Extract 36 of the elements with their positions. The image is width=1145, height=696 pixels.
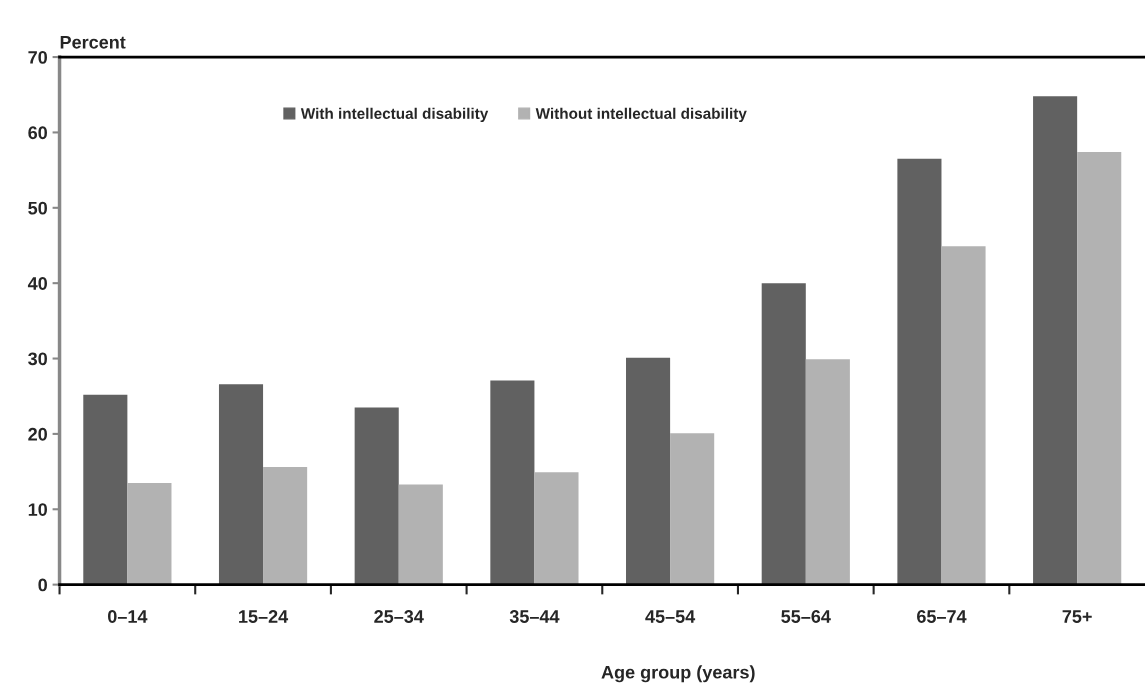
bar	[490, 380, 535, 585]
legend-label: With intellectual disability	[300, 107, 489, 122]
x-tick-label: 75+	[1062, 610, 1092, 623]
x-tick-label: 65–74	[917, 610, 967, 623]
y-tick-label: 50	[28, 201, 47, 215]
x-tick-label: 55–64	[781, 610, 831, 623]
y-axis-title: Percent	[60, 36, 126, 49]
bar	[897, 158, 942, 585]
y-tick-label: 70	[28, 51, 47, 64]
x-tick-label: 15–24	[239, 610, 289, 623]
y-tick-label: 30	[28, 352, 47, 366]
bar	[534, 472, 579, 585]
x-tick-label: 25–34	[374, 610, 424, 623]
y-tick-label: 40	[27, 277, 47, 290]
x-tick-label: 0–14	[108, 610, 148, 623]
bar	[1033, 96, 1078, 585]
bar	[398, 484, 443, 585]
bar	[761, 283, 806, 585]
bar	[1077, 152, 1122, 585]
bar	[670, 433, 715, 585]
bar	[83, 394, 128, 585]
y-tick-label: 20	[28, 427, 47, 441]
legend-label: Without intellectual disability	[535, 107, 747, 122]
bar	[218, 384, 264, 585]
y-tick-label: 60	[28, 126, 47, 140]
y-tick-label: 0	[38, 578, 47, 592]
bar	[626, 357, 671, 585]
x-axis-title: Age group (years)	[601, 665, 755, 683]
x-tick-label: 45–54	[645, 610, 696, 623]
bar	[127, 482, 172, 585]
bar	[805, 359, 850, 585]
y-tick-label: 10	[28, 503, 47, 516]
x-tick-label: 35–44	[509, 610, 560, 623]
bar	[941, 246, 986, 585]
bar	[263, 467, 308, 585]
bar	[354, 407, 399, 585]
